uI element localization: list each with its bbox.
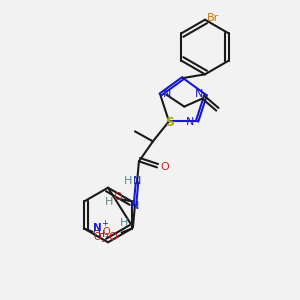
Text: H: H xyxy=(120,218,128,228)
Text: N: N xyxy=(195,88,203,99)
Text: N: N xyxy=(93,223,102,233)
Text: N: N xyxy=(163,88,171,99)
Text: CH₃: CH₃ xyxy=(92,230,109,239)
Text: S: S xyxy=(165,116,174,129)
Text: N: N xyxy=(186,117,194,128)
Text: O: O xyxy=(103,227,110,237)
Text: N: N xyxy=(133,176,141,186)
Text: O: O xyxy=(113,192,122,202)
Text: O: O xyxy=(160,162,169,172)
Text: N: N xyxy=(131,201,139,212)
Text: H: H xyxy=(124,176,132,186)
Text: H: H xyxy=(104,197,113,207)
Text: O: O xyxy=(108,232,117,242)
Text: O: O xyxy=(94,232,101,242)
Text: Br: Br xyxy=(207,13,219,23)
Text: +: + xyxy=(101,219,108,228)
Text: -: - xyxy=(100,236,104,246)
